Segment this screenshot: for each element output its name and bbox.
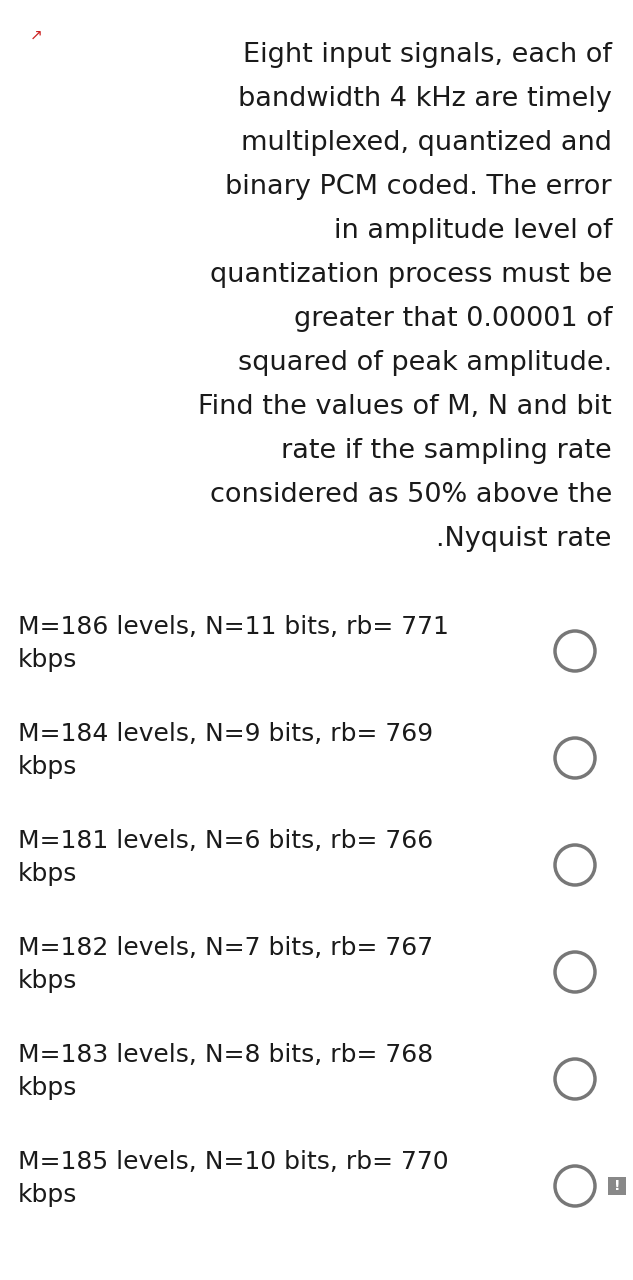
FancyBboxPatch shape (608, 1178, 626, 1196)
Text: binary PCM coded. The error: binary PCM coded. The error (225, 174, 612, 200)
Text: bandwidth 4 kHz are timely: bandwidth 4 kHz are timely (238, 86, 612, 111)
Text: Find the values of M, N and bit: Find the values of M, N and bit (198, 394, 612, 420)
Text: greater that 0.00001 of: greater that 0.00001 of (294, 306, 612, 332)
Text: M=183 levels, N=8 bits, rb= 768
kbps: M=183 levels, N=8 bits, rb= 768 kbps (18, 1043, 433, 1100)
Text: !: ! (614, 1179, 620, 1193)
Text: M=185 levels, N=10 bits, rb= 770
kbps: M=185 levels, N=10 bits, rb= 770 kbps (18, 1149, 449, 1207)
Text: rate if the sampling rate: rate if the sampling rate (281, 438, 612, 463)
Text: M=181 levels, N=6 bits, rb= 766
kbps: M=181 levels, N=6 bits, rb= 766 kbps (18, 829, 433, 886)
Text: ↗: ↗ (30, 28, 43, 44)
Text: quantization process must be: quantization process must be (210, 262, 612, 288)
Text: Eight input signals, each of: Eight input signals, each of (243, 42, 612, 68)
Text: M=184 levels, N=9 bits, rb= 769
kbps: M=184 levels, N=9 bits, rb= 769 kbps (18, 722, 433, 778)
Text: M=182 levels, N=7 bits, rb= 767
kbps: M=182 levels, N=7 bits, rb= 767 kbps (18, 936, 433, 992)
Text: in amplitude level of: in amplitude level of (334, 218, 612, 244)
Text: considered as 50% above the: considered as 50% above the (210, 483, 612, 508)
Text: M=186 levels, N=11 bits, rb= 771
kbps: M=186 levels, N=11 bits, rb= 771 kbps (18, 614, 449, 672)
Text: squared of peak amplitude.: squared of peak amplitude. (238, 349, 612, 376)
Text: multiplexed, quantized and: multiplexed, quantized and (241, 131, 612, 156)
Text: .Nyquist rate: .Nyquist rate (437, 526, 612, 552)
